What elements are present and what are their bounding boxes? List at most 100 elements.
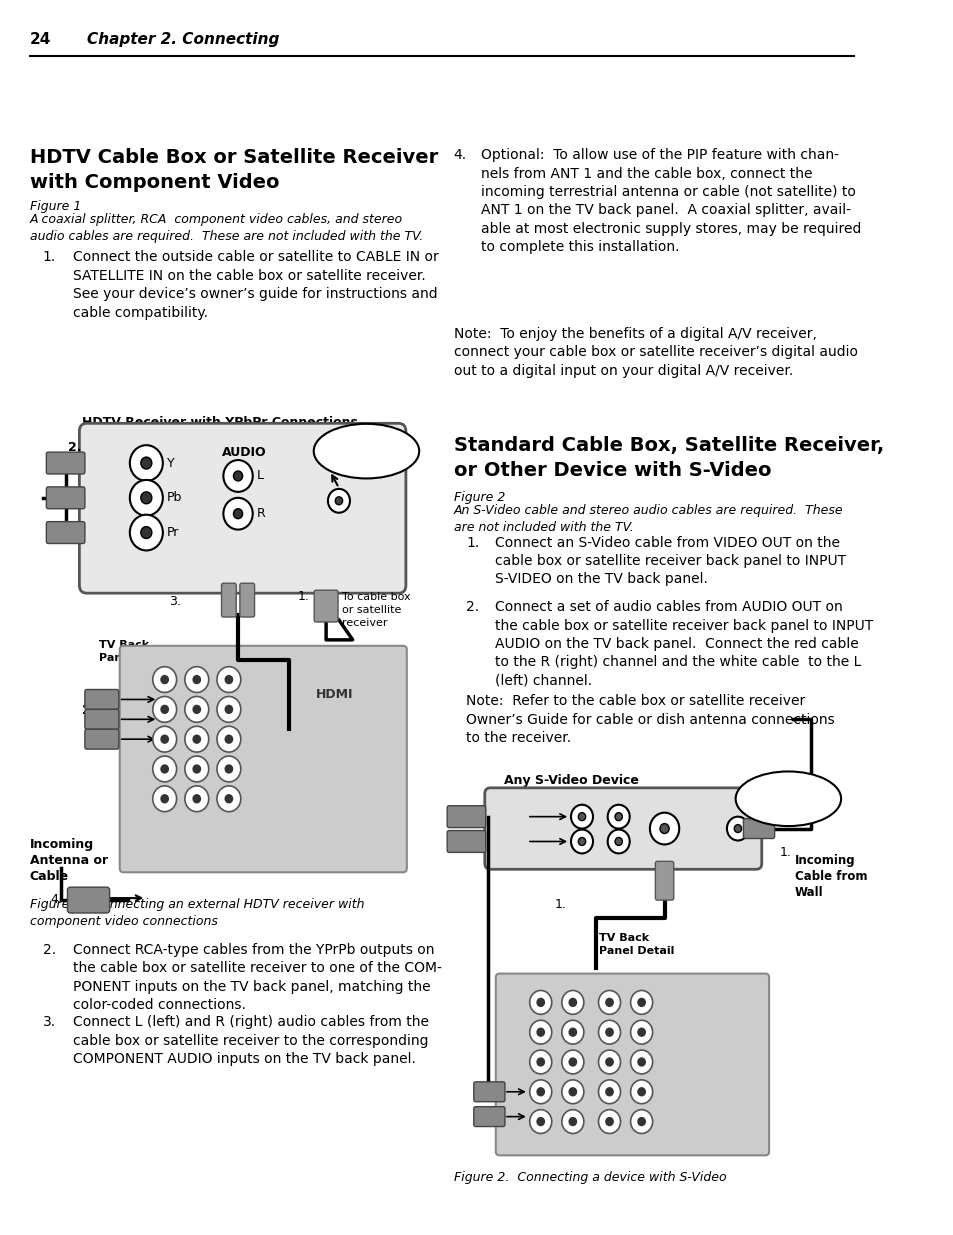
FancyBboxPatch shape	[47, 452, 85, 474]
Circle shape	[152, 726, 176, 752]
Circle shape	[638, 1088, 644, 1095]
Text: Incoming
Antenna or
Cable: Incoming Antenna or Cable	[30, 839, 108, 883]
Circle shape	[130, 480, 163, 516]
Text: Figure 2: Figure 2	[453, 490, 504, 504]
Text: Connect an S-Video cable from VIDEO OUT on the
cable box or satellite receiver b: Connect an S-Video cable from VIDEO OUT …	[495, 536, 845, 587]
Text: TV Back
Panel Detail: TV Back Panel Detail	[598, 932, 673, 956]
Circle shape	[630, 1110, 652, 1134]
FancyBboxPatch shape	[314, 590, 337, 622]
FancyBboxPatch shape	[120, 646, 406, 872]
Circle shape	[529, 1079, 551, 1104]
Circle shape	[529, 1020, 551, 1044]
Circle shape	[598, 1110, 619, 1134]
Text: Connect L (left) and R (right) audio cables from the
cable box or satellite rece: Connect L (left) and R (right) audio cab…	[72, 1015, 429, 1066]
Circle shape	[152, 697, 176, 722]
Circle shape	[185, 697, 209, 722]
Circle shape	[161, 676, 168, 683]
Circle shape	[569, 1088, 576, 1095]
Text: 24: 24	[30, 32, 51, 47]
Text: 2.: 2.	[69, 441, 82, 454]
Circle shape	[578, 837, 585, 846]
Circle shape	[638, 1029, 644, 1036]
FancyBboxPatch shape	[447, 805, 485, 827]
Text: Figure 1.  Connecting an external HDTV receiver with
component video connections: Figure 1. Connecting an external HDTV re…	[30, 898, 364, 927]
Circle shape	[569, 998, 576, 1007]
Circle shape	[233, 471, 242, 480]
Text: 2.: 2.	[467, 806, 480, 820]
Circle shape	[561, 990, 583, 1014]
Circle shape	[152, 667, 176, 693]
Text: To cable box
or satellite
receiver: To cable box or satellite receiver	[341, 592, 410, 627]
FancyBboxPatch shape	[47, 521, 85, 543]
Ellipse shape	[735, 772, 841, 826]
Circle shape	[130, 445, 163, 480]
Circle shape	[605, 998, 613, 1007]
Text: 3.: 3.	[169, 595, 181, 608]
Circle shape	[161, 735, 168, 743]
Circle shape	[605, 1088, 613, 1095]
Circle shape	[659, 824, 668, 834]
Text: 3.: 3.	[43, 1015, 56, 1029]
Text: 1.: 1.	[554, 898, 566, 911]
FancyBboxPatch shape	[85, 689, 119, 709]
FancyBboxPatch shape	[68, 887, 110, 913]
Circle shape	[537, 1058, 544, 1066]
Text: HDMI: HDMI	[315, 688, 353, 701]
Text: 3.: 3.	[282, 719, 294, 732]
Circle shape	[726, 816, 748, 841]
Circle shape	[193, 676, 200, 683]
Circle shape	[529, 1050, 551, 1074]
Text: AUDIO: AUDIO	[222, 446, 267, 459]
Text: Incoming
Cable from
Wall: Incoming Cable from Wall	[794, 855, 866, 899]
Text: 2.: 2.	[82, 704, 95, 718]
Circle shape	[185, 785, 209, 811]
FancyBboxPatch shape	[85, 729, 119, 750]
Circle shape	[335, 496, 342, 505]
Circle shape	[537, 1118, 544, 1125]
FancyBboxPatch shape	[496, 973, 768, 1156]
Circle shape	[638, 998, 644, 1007]
Circle shape	[152, 756, 176, 782]
Circle shape	[216, 667, 240, 693]
Circle shape	[185, 667, 209, 693]
FancyBboxPatch shape	[655, 861, 673, 900]
Text: An S-Video cable and stereo audio cables are required.  These
are not included w: An S-Video cable and stereo audio cables…	[453, 504, 842, 534]
Circle shape	[529, 1110, 551, 1134]
Text: Standard Cable Box, Satellite Receiver,: Standard Cable Box, Satellite Receiver,	[453, 436, 882, 456]
Circle shape	[216, 726, 240, 752]
Circle shape	[223, 461, 253, 492]
Circle shape	[152, 785, 176, 811]
Circle shape	[569, 1058, 576, 1066]
Circle shape	[630, 1079, 652, 1104]
Circle shape	[605, 1029, 613, 1036]
Circle shape	[529, 990, 551, 1014]
FancyBboxPatch shape	[474, 1107, 504, 1126]
Circle shape	[225, 676, 233, 683]
Text: Pb: Pb	[167, 492, 182, 504]
Circle shape	[130, 515, 163, 551]
Circle shape	[607, 805, 629, 829]
Text: 1.: 1.	[297, 590, 309, 603]
Circle shape	[615, 837, 621, 846]
Text: Optional:  To allow use of the PIP feature with chan-
nels from ANT 1 and the ca: Optional: To allow use of the PIP featur…	[480, 148, 861, 254]
Text: Chapter 2. Connecting: Chapter 2. Connecting	[87, 32, 279, 47]
Circle shape	[561, 1079, 583, 1104]
Circle shape	[569, 1118, 576, 1125]
FancyBboxPatch shape	[79, 424, 405, 593]
Circle shape	[561, 1110, 583, 1134]
Circle shape	[638, 1118, 644, 1125]
Text: 2.: 2.	[43, 942, 56, 957]
Text: Pr: Pr	[167, 526, 179, 538]
Circle shape	[193, 795, 200, 803]
Circle shape	[537, 1088, 544, 1095]
Text: Note:  Refer to the cable box or satellite receiver
Owner’s Guide for cable or d: Note: Refer to the cable box or satellit…	[466, 694, 834, 745]
Circle shape	[569, 1029, 576, 1036]
Text: 1.: 1.	[466, 536, 479, 550]
Circle shape	[630, 1020, 652, 1044]
Text: with Component Video: with Component Video	[30, 173, 279, 191]
Circle shape	[328, 489, 350, 513]
Circle shape	[225, 735, 233, 743]
Circle shape	[734, 825, 740, 832]
FancyBboxPatch shape	[474, 1082, 504, 1102]
Circle shape	[185, 726, 209, 752]
